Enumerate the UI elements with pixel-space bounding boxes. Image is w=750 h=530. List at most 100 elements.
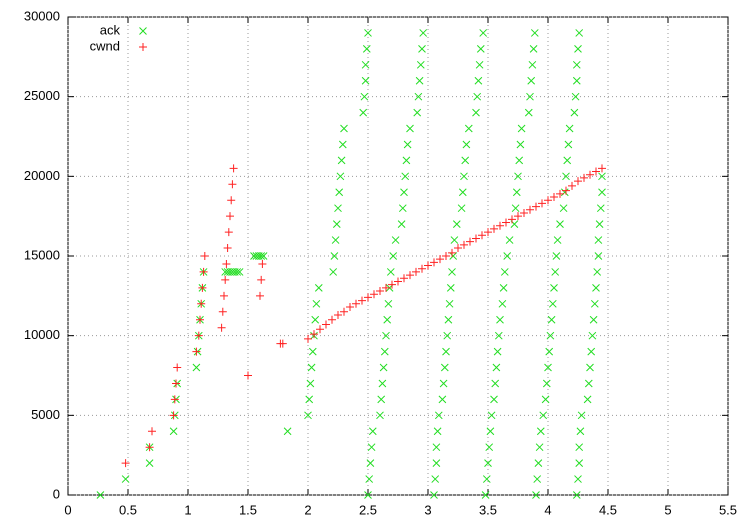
point: [192, 347, 201, 356]
point: [587, 347, 596, 356]
point: [575, 29, 584, 37]
x-tick-label: 5.5: [719, 502, 737, 517]
x-tick-label: 1: [184, 502, 191, 517]
point: [572, 60, 581, 69]
point: [278, 339, 287, 348]
point: [406, 124, 414, 133]
y-tick-label: 10000: [24, 327, 60, 342]
point: [508, 215, 516, 224]
point: [594, 236, 603, 244]
point: [562, 186, 570, 195]
point: [365, 475, 374, 483]
point: [257, 252, 266, 260]
point: [329, 268, 338, 276]
point: [448, 268, 456, 276]
point: [346, 302, 354, 311]
point: [334, 310, 342, 319]
point: [304, 334, 312, 343]
point: [539, 411, 548, 420]
point: [222, 259, 231, 268]
point: [226, 212, 234, 221]
point: [439, 379, 448, 388]
point: [530, 29, 539, 37]
point: [334, 204, 342, 213]
point: [492, 363, 501, 372]
x-tick-label: 4.5: [599, 502, 617, 517]
point: [220, 291, 228, 300]
point: [544, 363, 552, 372]
point: [442, 252, 450, 260]
y-tick-label: 25000: [24, 88, 60, 103]
point: [382, 331, 390, 340]
point: [403, 140, 412, 149]
point: [553, 236, 562, 244]
point: [197, 299, 206, 308]
point: [397, 220, 406, 228]
point: [511, 204, 520, 213]
point: [500, 268, 509, 276]
point: [382, 283, 390, 292]
point: [170, 395, 179, 404]
point: [503, 252, 512, 260]
point: [464, 124, 473, 133]
point: [121, 475, 130, 483]
point: [370, 290, 378, 299]
point: [544, 196, 552, 205]
point: [361, 76, 370, 85]
point: [218, 307, 227, 316]
point: [169, 411, 178, 420]
point: [440, 363, 449, 372]
point: [338, 140, 347, 149]
legend-label: cwnd: [90, 38, 120, 53]
point: [568, 181, 576, 190]
y-tick-label: 30000: [24, 8, 60, 23]
point: [517, 124, 526, 133]
point: [491, 379, 500, 388]
x-tick-label: 2: [304, 502, 311, 517]
point: [366, 459, 375, 467]
point: [444, 315, 453, 324]
point: [546, 331, 555, 340]
point: [485, 443, 494, 452]
point: [598, 188, 606, 197]
point: [589, 315, 598, 324]
point: [547, 315, 556, 324]
point: [304, 411, 312, 420]
point: [486, 427, 495, 436]
plot-frame: [67, 16, 729, 496]
point: [364, 491, 372, 499]
point: [598, 172, 606, 181]
point: [446, 284, 455, 292]
point: [514, 212, 522, 221]
point: [575, 443, 584, 452]
point: [419, 29, 428, 37]
point: [376, 287, 384, 296]
point: [452, 220, 461, 228]
point: [283, 427, 292, 436]
point: [96, 491, 105, 499]
point: [383, 315, 392, 324]
point: [368, 427, 377, 436]
point: [535, 443, 544, 452]
point: [494, 331, 503, 340]
point: [406, 271, 414, 280]
point: [367, 443, 376, 452]
y-tick-label: 5000: [31, 407, 60, 422]
point: [398, 204, 407, 213]
point: [550, 193, 558, 202]
point: [571, 92, 580, 101]
point: [434, 411, 443, 420]
point: [145, 443, 154, 452]
point: [244, 371, 252, 380]
point: [466, 237, 474, 246]
point: [258, 259, 267, 268]
point: [448, 248, 456, 257]
point: [460, 240, 468, 249]
point: [575, 459, 584, 467]
point: [550, 284, 558, 292]
point: [358, 296, 366, 305]
x-tick-label: 1.5: [239, 502, 257, 517]
point: [414, 92, 423, 101]
point: [490, 395, 498, 404]
